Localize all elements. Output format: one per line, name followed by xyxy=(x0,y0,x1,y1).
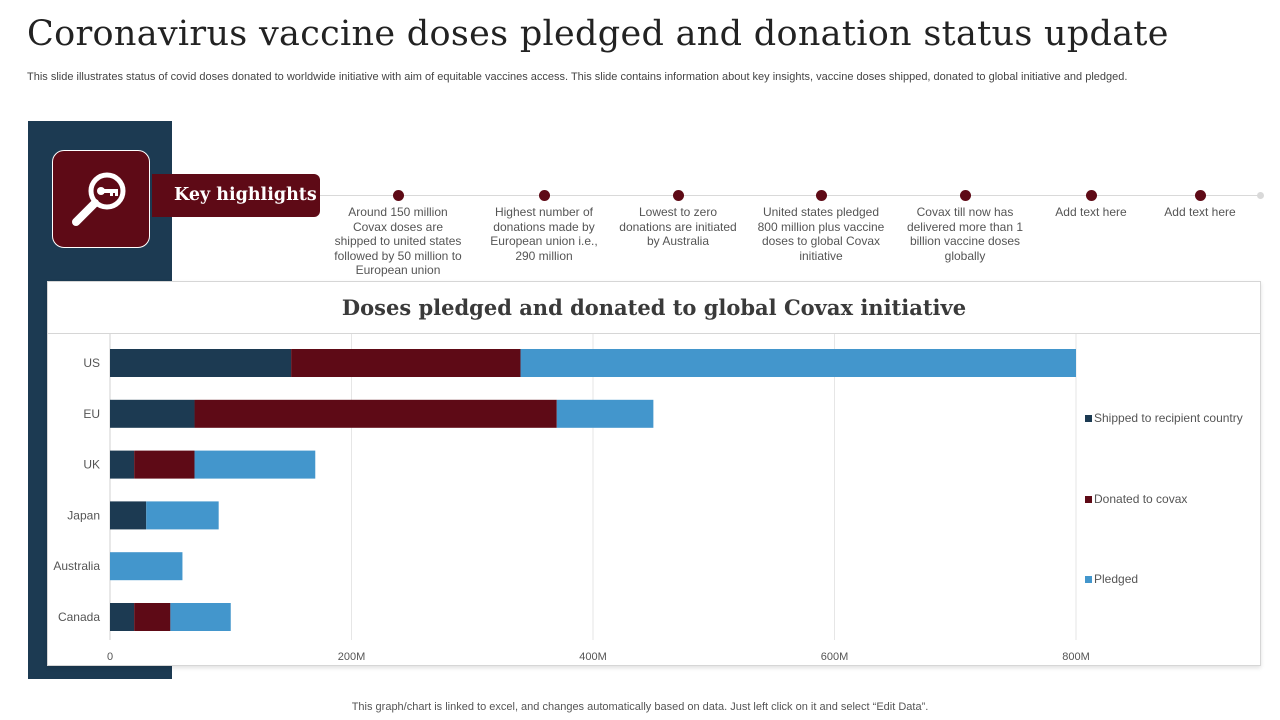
legend-swatch xyxy=(1085,496,1092,503)
bar-segment xyxy=(194,450,316,479)
timeline-dot xyxy=(672,190,684,201)
timeline-dot xyxy=(392,190,404,201)
page-title: Coronavirus vaccine doses pledged and do… xyxy=(27,14,1169,54)
highlight-item: Add text here xyxy=(1135,190,1265,220)
y-category-label: Japan xyxy=(67,508,100,522)
bar-segment xyxy=(110,450,135,479)
highlight-item: Lowest to zero donations are initiated b… xyxy=(613,190,743,249)
highlight-item: Covax till now has delivered more than 1… xyxy=(900,190,1030,263)
y-category-label: EU xyxy=(83,407,100,421)
timeline-dot xyxy=(959,190,971,201)
highlight-text: Add text here xyxy=(1164,205,1236,219)
highlight-item: Around 150 million Covax doses are shipp… xyxy=(333,190,463,278)
bar-segment xyxy=(110,399,195,428)
bar-segment xyxy=(556,399,654,428)
timeline-dot xyxy=(1194,190,1206,201)
bar-segment xyxy=(110,603,135,631)
legend-swatch xyxy=(1085,415,1092,422)
chart-panel: Doses pledged and donated to global Cova… xyxy=(47,281,1261,666)
x-tick-label: 800M xyxy=(1062,651,1090,663)
highlight-text: Add text here xyxy=(1055,205,1127,219)
y-category-label: Australia xyxy=(53,559,100,573)
bar-segment xyxy=(194,399,557,428)
x-tick-label: 200M xyxy=(338,651,366,663)
page-subtitle: This slide illustrates status of covid d… xyxy=(27,71,1128,83)
highlight-item: Highest number of donations made by Euro… xyxy=(479,190,609,263)
highlight-text: Lowest to zero donations are initiated b… xyxy=(619,205,737,248)
magnifier-key-icon xyxy=(72,172,126,226)
highlight-text: Covax till now has delivered more than 1… xyxy=(906,205,1024,263)
highlight-text: United states pledged 800 million plus v… xyxy=(757,205,885,263)
bar-segment xyxy=(134,603,171,631)
legend-label: Pledged xyxy=(1094,572,1138,586)
y-category-label: US xyxy=(83,356,100,370)
footer-note: This graph/chart is linked to excel, and… xyxy=(351,701,929,713)
y-category-label: Canada xyxy=(58,610,100,624)
highlight-item: Add text here xyxy=(1026,190,1156,220)
stacked-bar-chart: 0 200M 400M 600M 800M US EU UK Japan Australia Can… xyxy=(53,334,1243,663)
timeline-line xyxy=(320,195,1262,196)
key-highlights-label: Key highlights xyxy=(152,174,320,217)
highlight-text: Around 150 million Covax doses are shipp… xyxy=(334,205,462,277)
bar-segment xyxy=(110,552,183,581)
x-tick-label: 600M xyxy=(821,651,849,663)
key-highlights-icon-box xyxy=(52,150,150,248)
highlight-text: Highest number of donations made by Euro… xyxy=(490,205,598,263)
timeline-end-dot xyxy=(1257,192,1264,199)
bar-segment xyxy=(520,349,1076,377)
legend-swatch xyxy=(1085,576,1092,583)
bar-segment xyxy=(146,501,219,530)
bar-segment xyxy=(170,603,231,631)
bar-segment xyxy=(110,349,292,377)
bar-segment xyxy=(110,501,147,530)
bar-segment xyxy=(134,450,195,479)
x-tick-label: 0 xyxy=(107,651,113,663)
y-category-label: UK xyxy=(83,458,100,472)
highlight-item: United states pledged 800 million plus v… xyxy=(756,190,886,263)
timeline-dot xyxy=(815,190,827,201)
x-tick-label: 400M xyxy=(579,651,607,663)
bar-segment xyxy=(291,349,521,377)
legend-label: Shipped to recipient country xyxy=(1094,411,1243,425)
timeline-dot xyxy=(1085,190,1097,201)
chart-title: Doses pledged and donated to global Cova… xyxy=(48,282,1260,334)
legend-label: Donated to covax xyxy=(1094,492,1187,506)
timeline-dot xyxy=(538,190,550,201)
